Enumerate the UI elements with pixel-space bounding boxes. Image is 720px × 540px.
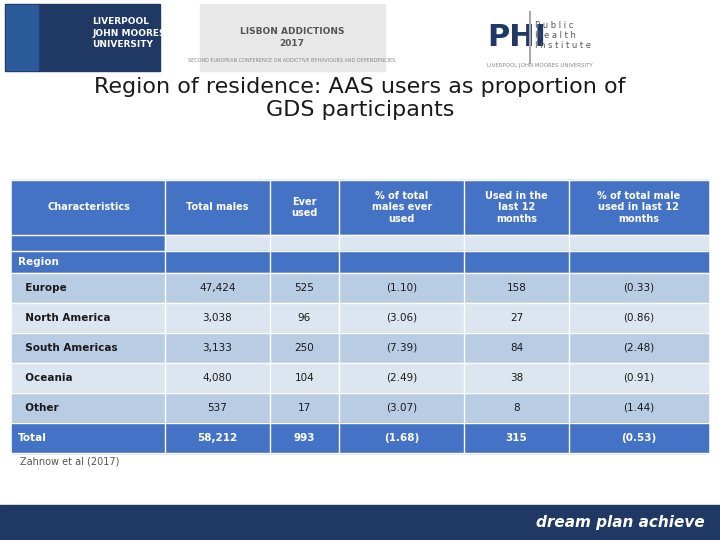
Text: Oceania: Oceania	[18, 373, 73, 383]
Text: SECOND EUROPEAN CONFERENCE ON ADDICTIVE BEHAVIOURS AND DEPENDENCIES: SECOND EUROPEAN CONFERENCE ON ADDICTIVE …	[189, 58, 395, 64]
Bar	[12, 235, 165, 251]
Text: % of total male
used in last 12
months: % of total male used in last 12 months	[597, 191, 680, 224]
Text: LIVERPOOL JOHN MOORES UNIVERSITY: LIVERPOOL JOHN MOORES UNIVERSITY	[487, 63, 593, 68]
Text: (1.44): (1.44)	[623, 403, 654, 413]
Text: 27: 27	[510, 313, 523, 323]
Text: 84: 84	[510, 343, 523, 353]
Bar	[12, 180, 708, 235]
Text: LIVERPOOL
JOHN MOORES
UNIVERSITY: LIVERPOOL JOHN MOORES UNIVERSITY	[92, 17, 166, 49]
Text: 4,080: 4,080	[202, 373, 232, 383]
Text: Total males: Total males	[186, 202, 248, 213]
Text: (2.49): (2.49)	[386, 373, 418, 383]
Text: (0.53): (0.53)	[621, 433, 656, 443]
Bar	[12, 393, 708, 423]
Text: 38: 38	[510, 373, 523, 383]
Text: 250: 250	[294, 343, 314, 353]
Bar	[165, 235, 708, 251]
Text: (2.48): (2.48)	[623, 343, 654, 353]
Bar	[12, 333, 708, 363]
Text: 993: 993	[294, 433, 315, 443]
Text: Ever
used: Ever used	[291, 197, 318, 218]
Bar	[6, 5, 38, 70]
Text: Region: Region	[18, 257, 59, 267]
Text: 47,424: 47,424	[199, 283, 235, 293]
Bar	[5, 4, 160, 71]
Text: Region of residence: AAS users as proportion of
GDS participants: Region of residence: AAS users as propor…	[94, 77, 626, 120]
Text: 525: 525	[294, 283, 314, 293]
Text: (0.33): (0.33)	[623, 283, 654, 293]
Text: 2017: 2017	[279, 38, 305, 48]
Text: 58,212: 58,212	[197, 433, 238, 443]
Text: 8: 8	[513, 403, 520, 413]
Text: (3.06): (3.06)	[386, 313, 418, 323]
Text: Used in the
last 12
months: Used in the last 12 months	[485, 191, 548, 224]
Text: (3.07): (3.07)	[386, 403, 418, 413]
Text: 158: 158	[507, 283, 526, 293]
Bar	[12, 273, 708, 303]
Text: P u b l i c: P u b l i c	[535, 21, 573, 30]
Text: South Americas: South Americas	[18, 343, 117, 353]
Text: Other: Other	[18, 403, 58, 413]
Text: North America: North America	[18, 313, 110, 323]
Text: Europe: Europe	[18, 283, 67, 293]
Text: (7.39): (7.39)	[386, 343, 418, 353]
Text: 315: 315	[505, 433, 528, 443]
Bar	[12, 363, 708, 393]
Bar	[0, 505, 720, 540]
Text: 17: 17	[297, 403, 311, 413]
Text: 3,133: 3,133	[202, 343, 233, 353]
Text: 96: 96	[297, 313, 311, 323]
Text: PHI: PHI	[487, 23, 546, 51]
Text: % of total
males ever
used: % of total males ever used	[372, 191, 432, 224]
Bar	[12, 251, 708, 273]
Text: Characteristics: Characteristics	[47, 202, 130, 213]
Bar	[200, 4, 385, 71]
Text: (1.68): (1.68)	[384, 433, 419, 443]
Text: (1.10): (1.10)	[386, 283, 418, 293]
Bar	[12, 303, 708, 333]
Text: I n s t i t u t e: I n s t i t u t e	[535, 40, 591, 50]
Text: Zahnow et al (2017): Zahnow et al (2017)	[20, 457, 120, 467]
Text: 537: 537	[207, 403, 228, 413]
Text: dream plan achieve: dream plan achieve	[536, 515, 705, 530]
Text: H e a l t h: H e a l t h	[535, 30, 576, 39]
Text: (0.86): (0.86)	[623, 313, 654, 323]
Bar	[12, 423, 708, 453]
Text: 3,038: 3,038	[202, 313, 232, 323]
Text: Total: Total	[18, 433, 47, 443]
Text: (0.91): (0.91)	[623, 373, 654, 383]
Text: LISBON ADDICTIONS: LISBON ADDICTIONS	[240, 26, 344, 36]
Text: 104: 104	[294, 373, 314, 383]
